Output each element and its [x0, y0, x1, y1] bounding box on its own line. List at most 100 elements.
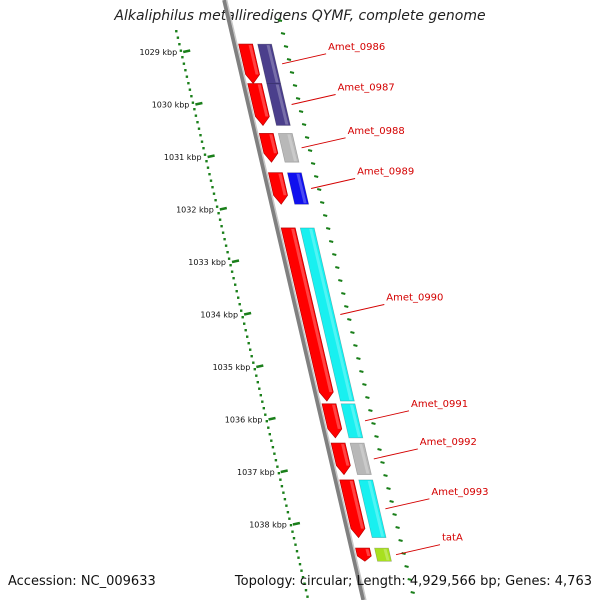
- minor-tick: [344, 305, 349, 308]
- gene-product-bar-highlight: [350, 404, 361, 437]
- gene-product-bar-highlight: [383, 549, 390, 561]
- genome-summary-text: Topology: circular; Length: 4,929,566 bp…: [234, 574, 592, 589]
- scale-dot: [199, 134, 202, 137]
- scale-dot: [226, 251, 229, 254]
- gene-leader-line: [385, 498, 430, 510]
- scale-dot: [298, 563, 302, 566]
- gene-leader-line: [311, 178, 356, 189]
- scale-dot: [232, 277, 235, 280]
- scale-dot: [249, 348, 252, 351]
- scale-dot: [224, 244, 228, 247]
- scale-dot: [223, 238, 226, 241]
- gene-product-bar: [358, 479, 387, 538]
- gene-arrow-highlight: [278, 173, 287, 196]
- scale-dot: [294, 543, 297, 546]
- minor-tick: [304, 136, 310, 139]
- scale-dot: [276, 465, 279, 468]
- scale-dot: [280, 485, 284, 488]
- gene-product-bar: [374, 547, 392, 562]
- scale-dot: [229, 264, 232, 267]
- minor-tick: [368, 409, 373, 412]
- gene-arrow-highlight: [365, 549, 371, 556]
- scale-dot: [206, 166, 210, 169]
- minor-tick: [325, 227, 331, 230]
- minor-tick: [298, 110, 304, 113]
- scale-tick-label: 1033 kbp: [188, 258, 226, 267]
- gene-leader-line: [340, 304, 385, 315]
- minor-tick: [389, 500, 394, 503]
- scale-dot: [271, 446, 275, 449]
- major-tick: [219, 206, 228, 211]
- scale-dot: [274, 459, 278, 462]
- scale-dot: [292, 537, 296, 540]
- gene-label: Amet_0993: [431, 487, 488, 498]
- minor-tick: [277, 19, 283, 22]
- gene-product-bar-highlight: [266, 45, 279, 83]
- scale-dot: [279, 478, 282, 481]
- scale-dot: [234, 283, 237, 286]
- scale-dot: [237, 296, 240, 299]
- minor-tick: [341, 292, 346, 295]
- minor-tick: [392, 513, 397, 516]
- scale-dot: [203, 153, 207, 156]
- scale-dot: [256, 381, 259, 384]
- gene-label: Amet_0991: [411, 399, 468, 410]
- gene-product-bar-highlight: [359, 444, 370, 474]
- scale-dot: [258, 387, 261, 390]
- minor-tick: [380, 461, 385, 464]
- scale-dot: [235, 290, 238, 293]
- gene-arrow-highlight: [291, 228, 333, 393]
- scale-dot: [176, 36, 180, 39]
- gene-product-bar-highlight: [309, 228, 353, 401]
- scale-dot: [259, 394, 262, 397]
- scale-dot: [250, 355, 253, 358]
- scale-dot: [185, 75, 189, 78]
- gene-arrow-highlight: [269, 134, 277, 154]
- major-tick: [231, 259, 240, 264]
- minor-tick: [395, 526, 400, 529]
- scale-dot: [197, 127, 201, 130]
- scale-tick-label: 1037 kbp: [237, 468, 275, 477]
- scale-dot: [243, 322, 246, 325]
- scale-dot: [179, 49, 183, 52]
- gene-product-bar-highlight: [287, 134, 297, 162]
- scale-dot: [181, 56, 184, 59]
- scale-dot: [193, 108, 196, 111]
- scale-dot: [187, 82, 190, 85]
- scale-layer: 1029 kbp 1030 kbp 1031 kbp 1032 kbp 1033 kbp…: [139, 19, 415, 598]
- scale-dot: [211, 186, 214, 189]
- scale-dot: [244, 329, 247, 332]
- major-tick: [182, 49, 191, 54]
- minor-tick: [319, 201, 325, 204]
- product-bar-layer: [257, 43, 392, 562]
- scale-dot: [273, 452, 276, 455]
- major-tick: [280, 469, 288, 474]
- minor-tick: [353, 344, 358, 347]
- gene-product-bar: [299, 227, 355, 402]
- scale-dot: [209, 179, 213, 182]
- scale-dot: [303, 582, 306, 585]
- minor-tick: [371, 422, 376, 425]
- minor-tick: [347, 318, 352, 321]
- scale-dot: [227, 257, 231, 260]
- gene-arrow-highlight: [257, 84, 269, 117]
- scale-dot: [282, 491, 285, 494]
- minor-tick: [410, 591, 415, 594]
- gene-label: Amet_0990: [386, 293, 443, 304]
- minor-tick: [350, 331, 355, 334]
- scale-dot: [291, 530, 294, 533]
- gene-leader-line: [395, 544, 441, 556]
- minor-tick: [316, 188, 322, 191]
- scale-dot: [285, 504, 288, 507]
- minor-tick: [310, 162, 316, 165]
- gene-product-bar-highlight: [275, 84, 289, 125]
- minor-tick: [295, 97, 301, 100]
- gene-leader-line: [301, 137, 346, 149]
- genome-backbone: [222, 0, 366, 600]
- scale-dot: [217, 212, 220, 215]
- minor-tick: [283, 45, 289, 48]
- scale-dot: [252, 361, 255, 364]
- minor-tick: [332, 253, 337, 256]
- gene-product-bar: [277, 133, 300, 163]
